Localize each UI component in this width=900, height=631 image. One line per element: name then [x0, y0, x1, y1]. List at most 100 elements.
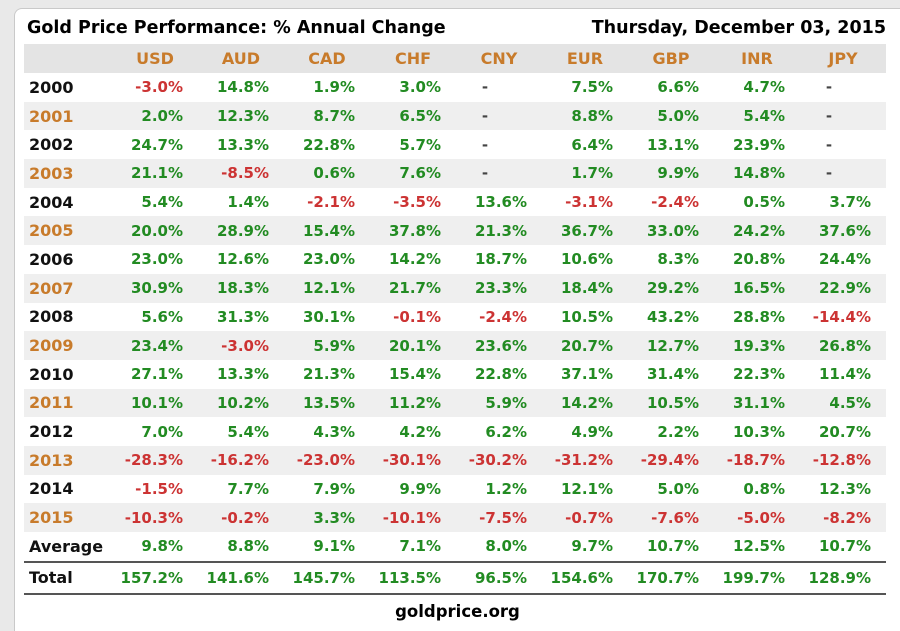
value-cell: 22.8%: [302, 135, 355, 154]
value-cell: 5.4%: [743, 107, 785, 126]
value-cell: 2.2%: [657, 422, 699, 441]
value-cell: -29.4%: [640, 451, 699, 470]
year-label: 2010: [29, 364, 74, 384]
table-row: 2010 27.1% 13.3% 21.3% 15.4% 22.8% 37.1% 31.4% 2…: [24, 360, 886, 389]
value-cell: -30.1%: [382, 451, 441, 470]
value-cell: -0.7%: [565, 508, 613, 527]
value-cell: 43.2%: [646, 307, 699, 326]
value-cell: -14.4%: [812, 307, 871, 326]
value-cell: -2.4%: [651, 193, 699, 212]
value-cell: -: [825, 135, 833, 154]
value-cell: 0.8%: [743, 479, 785, 498]
value-cell: 5.6%: [141, 307, 183, 326]
value-cell: -10.3%: [124, 508, 183, 527]
value-cell: 145.7%: [284, 560, 370, 595]
year-label: 2013: [29, 450, 74, 470]
value-cell: 12.7%: [646, 336, 699, 355]
value-cell: 21.3%: [474, 221, 527, 240]
value-cell: 18.3%: [216, 279, 269, 298]
col-header-inr: INR: [741, 49, 773, 68]
value-cell: 10.1%: [130, 393, 183, 412]
value-cell: 23.9%: [732, 135, 785, 154]
value-cell: -: [825, 78, 833, 97]
date-label: Thursday, December 03, 2015: [591, 18, 886, 38]
value-cell: 24.2%: [732, 221, 785, 240]
title-bar: Gold Price Performance: % Annual Change …: [15, 9, 900, 44]
value-cell: 5.0%: [657, 107, 699, 126]
value-cell: 13.6%: [474, 193, 527, 212]
value-cell: 15.4%: [302, 221, 355, 240]
table-row: 2001 2.0% 12.3% 8.7% 6.5% - 8.8% 5.0% 5.4% -: [24, 101, 886, 131]
value-cell: -: [825, 107, 833, 126]
value-cell: 12.5%: [714, 532, 800, 562]
currency-header-row: USD AUD CAD CHF CNY EUR GBP INR JPY: [24, 44, 886, 73]
value-cell: 3.3%: [313, 508, 355, 527]
value-cell: 3.0%: [399, 78, 441, 97]
value-cell: 13.3%: [216, 365, 269, 384]
table-row: 2015 -10.3% -0.2% 3.3% -10.1% -7.5% -0.7% -7.6%…: [24, 503, 886, 532]
value-cell: 6.6%: [657, 78, 699, 97]
value-cell: -: [825, 164, 833, 183]
value-cell: 29.2%: [646, 279, 699, 298]
value-cell: -3.1%: [565, 193, 613, 212]
value-cell: 20.7%: [818, 422, 871, 441]
value-cell: 20.7%: [560, 336, 613, 355]
value-cell: 12.3%: [818, 479, 871, 498]
value-cell: -: [481, 78, 489, 97]
value-cell: 22.9%: [818, 279, 871, 298]
value-cell: 5.0%: [657, 479, 699, 498]
value-cell: 28.9%: [216, 221, 269, 240]
value-cell: 4.9%: [571, 422, 613, 441]
value-cell: 6.4%: [571, 135, 613, 154]
value-cell: 23.3%: [474, 279, 527, 298]
year-label: 2004: [29, 192, 74, 212]
table-row: 2007 30.9% 18.3% 12.1% 21.7% 23.3% 18.4% 29.2% 1…: [24, 273, 886, 303]
value-cell: 8.8%: [571, 107, 613, 126]
value-cell: 14.8%: [732, 164, 785, 183]
value-cell: -16.2%: [210, 451, 269, 470]
value-cell: 10.7%: [800, 532, 886, 562]
gold-performance-table: USD AUD CAD CHF CNY EUR GBP INR JPY 2000 - 3.0% 14.…: [24, 44, 886, 595]
value-cell: 8.3%: [657, 250, 699, 269]
value-cell: 8.0%: [456, 532, 542, 562]
value-cell: 14.8%: [216, 78, 269, 97]
value-cell: 0.6%: [313, 164, 355, 183]
value-cell: 7.0%: [141, 422, 183, 441]
value-cell: -0.1%: [393, 307, 441, 326]
year-label: 2012: [29, 422, 74, 442]
summary-label: Average: [24, 532, 112, 562]
value-cell: -3.5%: [393, 193, 441, 212]
value-cell: 7.6%: [399, 164, 441, 183]
value-cell: -23.0%: [296, 451, 355, 470]
year-label: 2003: [29, 163, 74, 183]
value-cell: 12.1%: [560, 479, 613, 498]
value-cell: 23.4%: [130, 336, 183, 355]
value-cell: 12.6%: [216, 250, 269, 269]
value-cell: 8.8%: [198, 532, 284, 562]
year-label: 2008: [29, 307, 74, 327]
value-cell: -: [481, 164, 489, 183]
value-cell: 9.8%: [112, 532, 198, 562]
value-cell: 24.7%: [130, 135, 183, 154]
value-cell: 128.9%: [800, 560, 886, 595]
value-cell: 20.1%: [388, 336, 441, 355]
value-cell: 5.7%: [399, 135, 441, 154]
value-cell: 10.5%: [560, 307, 613, 326]
year-label: 2006: [29, 249, 74, 269]
value-cell: 20.8%: [732, 250, 785, 269]
value-cell: 30.9%: [130, 279, 183, 298]
year-label: 2011: [29, 393, 74, 413]
value-cell: -30.2%: [468, 451, 527, 470]
value-cell: -0.2%: [221, 508, 269, 527]
value-cell: 2.0%: [141, 107, 183, 126]
value-cell: 4.7%: [743, 78, 785, 97]
year-label: 2015: [29, 508, 74, 528]
value-cell: 10.6%: [560, 250, 613, 269]
value-cell: -1.5%: [135, 479, 183, 498]
value-cell: -28.3%: [124, 451, 183, 470]
value-cell: 26.8%: [818, 336, 871, 355]
value-cell: 18.4%: [560, 279, 613, 298]
value-cell: 37.8%: [388, 221, 441, 240]
value-cell: 154.6%: [542, 560, 628, 595]
year-label: 2000: [29, 77, 74, 97]
